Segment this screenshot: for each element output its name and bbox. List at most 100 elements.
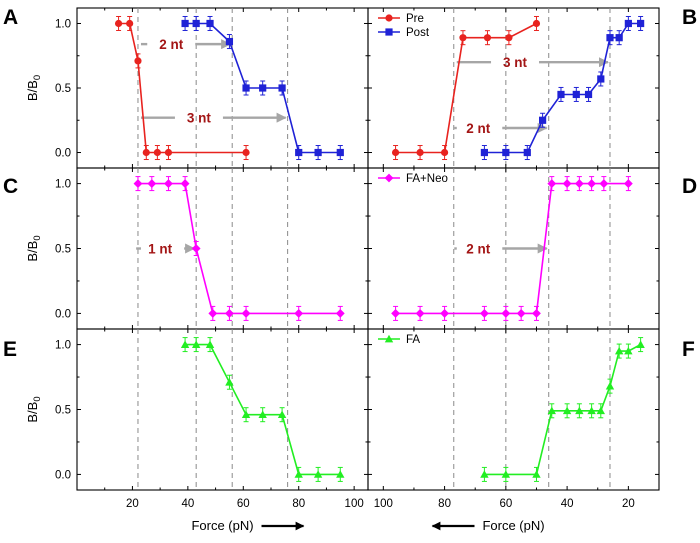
- y-tick-label: 1.0: [55, 179, 71, 191]
- data-point: [562, 406, 572, 415]
- annotation-label: 2 nt: [466, 121, 491, 136]
- data-point: [501, 470, 511, 478]
- data-point: [605, 381, 615, 390]
- data-point: [415, 309, 425, 318]
- data-point: [258, 410, 267, 419]
- data-point: [440, 309, 449, 318]
- panel-a: 0.0 0.5 1.0 B/B0 2 nt 3 nt: [25, 7, 369, 169]
- series-line: [185, 343, 341, 476]
- data-point: [637, 19, 645, 28]
- data-point: [532, 470, 541, 478]
- panel-e: 0.0 0.5 1.0 20 40 60 80 100 B/B0 Force (pN): [25, 328, 369, 533]
- data-point: [624, 19, 632, 28]
- data-point: [241, 309, 251, 318]
- panel-e-frame: [76, 328, 369, 491]
- data-point: [126, 19, 134, 28]
- x-tick-label: 60: [237, 498, 250, 510]
- panel-letter-e: E: [3, 338, 17, 361]
- x-axis-title: Force (pN): [191, 518, 253, 533]
- data-point: [180, 179, 190, 188]
- data-point: [597, 75, 605, 83]
- data-point: [505, 34, 513, 42]
- panel-letter-d: D: [682, 175, 697, 198]
- series-pre: [114, 15, 250, 161]
- data-point: [133, 179, 143, 188]
- data-point: [502, 148, 510, 157]
- data-point: [192, 19, 200, 28]
- legend-label: FA+Neo: [406, 173, 448, 185]
- series-line: [185, 22, 341, 154]
- data-point: [574, 179, 584, 188]
- data-point: [241, 410, 251, 419]
- legend-label: Pre: [406, 13, 424, 25]
- y-axis-title: B/B0: [25, 396, 43, 422]
- series-fa-neo: [391, 176, 633, 321]
- data-point: [623, 179, 633, 188]
- x-axis-title: Force (pN): [482, 518, 544, 533]
- data-point: [336, 148, 344, 157]
- data-point: [606, 34, 614, 42]
- data-point: [114, 19, 123, 28]
- legend: FA+Neo: [378, 173, 448, 185]
- data-point: [277, 410, 287, 419]
- data-point: [557, 90, 565, 99]
- annotation-label: 1 nt: [148, 242, 173, 257]
- data-point: [259, 84, 267, 92]
- data-point: [572, 90, 580, 99]
- y-tick-label: 0.5: [55, 405, 71, 417]
- annotation-label: 3 nt: [187, 111, 212, 126]
- legend-label: Post: [406, 27, 430, 39]
- panel-letter-c: C: [3, 175, 18, 198]
- data-point: [516, 309, 526, 318]
- panel-d: 2 nt FA+Neo: [367, 167, 660, 330]
- panel-c: 0.0 0.5 1.0 B/B0 1 nt: [25, 167, 369, 330]
- y-tick-label: 1.0: [55, 18, 71, 30]
- data-point: [242, 148, 250, 157]
- y-tick-label: 0.5: [55, 244, 71, 256]
- data-point: [278, 84, 286, 92]
- x-tick-label: 40: [561, 498, 574, 510]
- data-point: [206, 19, 214, 28]
- x-tick-label: 80: [292, 498, 305, 510]
- series-line: [138, 182, 341, 315]
- x-tick-label: 80: [438, 498, 451, 510]
- y-axis-title: B/B0: [25, 75, 43, 101]
- data-point: [164, 179, 173, 188]
- y-tick-label: 0.0: [55, 308, 71, 320]
- data-point: [547, 179, 557, 188]
- series-fa: [480, 337, 645, 482]
- panel-f-frame: [367, 328, 660, 491]
- annotation-label: 2 nt: [159, 37, 184, 52]
- annotation-label: 3 nt: [503, 55, 528, 70]
- series-line: [484, 343, 641, 476]
- x-tick-label: 100: [374, 498, 393, 510]
- series-fa: [180, 337, 345, 482]
- data-point: [416, 148, 424, 157]
- data-point: [523, 148, 531, 157]
- x-tick-label: 40: [181, 498, 194, 510]
- data-point: [314, 148, 322, 157]
- panel-letter-f: F: [682, 338, 695, 361]
- data-point: [134, 57, 142, 65]
- legend-label: FA: [406, 334, 420, 346]
- data-point: [164, 148, 173, 157]
- x-tick-label: 20: [622, 498, 635, 510]
- legend: Pre Post: [378, 13, 430, 39]
- y-tick-label: 0.5: [55, 83, 71, 95]
- panel-b: 3 nt 2 nt Pre Post: [367, 7, 660, 169]
- series-pre: [391, 15, 541, 161]
- data-point: [440, 148, 449, 157]
- data-point: [336, 470, 345, 478]
- data-point: [624, 346, 633, 355]
- legend-marker: [385, 28, 393, 36]
- data-point: [587, 406, 596, 415]
- data-point: [539, 116, 547, 124]
- data-point: [596, 406, 605, 415]
- y-tick-label: 0.0: [55, 469, 71, 481]
- y-axis-title-subscript: 0: [32, 396, 43, 401]
- x-tick-label: 100: [345, 498, 364, 510]
- data-point: [575, 406, 584, 415]
- data-point: [615, 34, 623, 42]
- data-point: [191, 244, 201, 253]
